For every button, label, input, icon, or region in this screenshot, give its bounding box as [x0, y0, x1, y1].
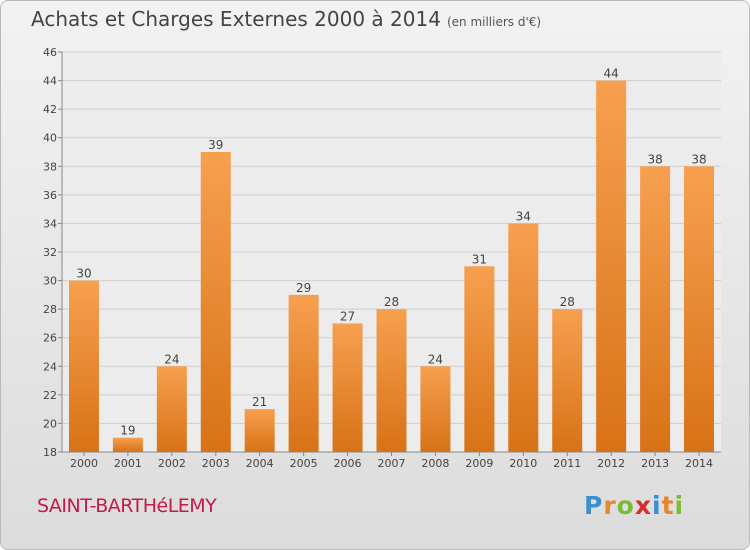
- logo-letter: x: [634, 491, 652, 520]
- bar: [68, 280, 99, 452]
- x-tick-label: 2004: [246, 457, 274, 470]
- y-tick-label: 26: [43, 332, 57, 345]
- bar: [332, 323, 363, 452]
- data-label: 28: [384, 295, 399, 309]
- x-tick-label: 2007: [378, 457, 406, 470]
- bar: [464, 266, 495, 452]
- y-tick-label: 38: [43, 160, 57, 173]
- data-label: 24: [164, 352, 179, 366]
- chart-title: Achats et Charges Externes 2000 à 2014 (e…: [31, 7, 541, 31]
- data-label: 38: [647, 152, 662, 166]
- x-tick-label: 2013: [641, 457, 669, 470]
- logo-letter: P: [584, 491, 604, 520]
- bar: [200, 152, 231, 452]
- bar: [244, 409, 275, 452]
- bar: [640, 166, 671, 453]
- y-tick-label: 24: [43, 360, 57, 373]
- title-text: Achats et Charges Externes 2000 à 2014: [31, 7, 441, 31]
- data-label: 28: [560, 295, 575, 309]
- data-label: 24: [428, 352, 443, 366]
- commune-name: SAINT-BARTHéLEMY: [37, 495, 217, 517]
- y-tick-label: 30: [43, 275, 57, 288]
- bar: [508, 223, 539, 452]
- y-tick-label: 44: [43, 75, 57, 88]
- y-tick-label: 28: [43, 303, 57, 316]
- x-tick-label: 2001: [114, 457, 142, 470]
- y-tick-label: 32: [43, 246, 57, 259]
- logo-letter: o: [616, 491, 635, 520]
- data-label: 19: [120, 424, 135, 438]
- logo-letter: t: [661, 491, 675, 520]
- x-tick-label: 2000: [70, 457, 98, 470]
- y-tick-label: 20: [43, 417, 57, 430]
- data-label: 39: [208, 138, 223, 152]
- bar: [288, 294, 319, 452]
- data-label: 27: [340, 309, 355, 323]
- y-tick-label: 18: [43, 446, 57, 459]
- chart-subtitle: (en milliers d'€): [446, 15, 542, 29]
- data-label: 30: [76, 267, 91, 281]
- logo-letter: i: [652, 491, 662, 520]
- x-tick-label: 2003: [202, 457, 230, 470]
- data-label: 38: [691, 152, 706, 166]
- bar: [112, 437, 143, 452]
- bar: [420, 366, 451, 452]
- x-tick-label: 2014: [685, 457, 713, 470]
- proxiti-logo: Proxiti: [584, 491, 684, 520]
- data-label: 34: [516, 209, 531, 223]
- x-tick-label: 2002: [158, 457, 186, 470]
- x-tick-label: 2009: [465, 457, 493, 470]
- y-tick-label: 34: [43, 217, 57, 230]
- data-label: 31: [472, 252, 487, 266]
- logo-letter: i: [674, 491, 685, 520]
- y-tick-label: 36: [43, 189, 57, 202]
- x-tick-label: 2012: [597, 457, 625, 470]
- y-tick-label: 46: [43, 46, 57, 59]
- logo-letter: r: [603, 491, 617, 520]
- data-label: 29: [296, 281, 311, 295]
- bar: [156, 366, 187, 452]
- y-tick-label: 42: [43, 103, 57, 116]
- y-tick-label: 40: [43, 132, 57, 145]
- data-label: 21: [252, 395, 267, 409]
- bar: [684, 166, 715, 453]
- bar: [596, 80, 627, 453]
- x-tick-label: 2006: [334, 457, 362, 470]
- y-tick-label: 22: [43, 389, 57, 402]
- x-tick-label: 2005: [290, 457, 318, 470]
- x-tick-label: 2010: [509, 457, 537, 470]
- data-label: 44: [604, 67, 619, 81]
- x-tick-label: 2011: [553, 457, 581, 470]
- x-tick-label: 2008: [421, 457, 449, 470]
- bar: [376, 309, 407, 452]
- bar: [552, 309, 583, 452]
